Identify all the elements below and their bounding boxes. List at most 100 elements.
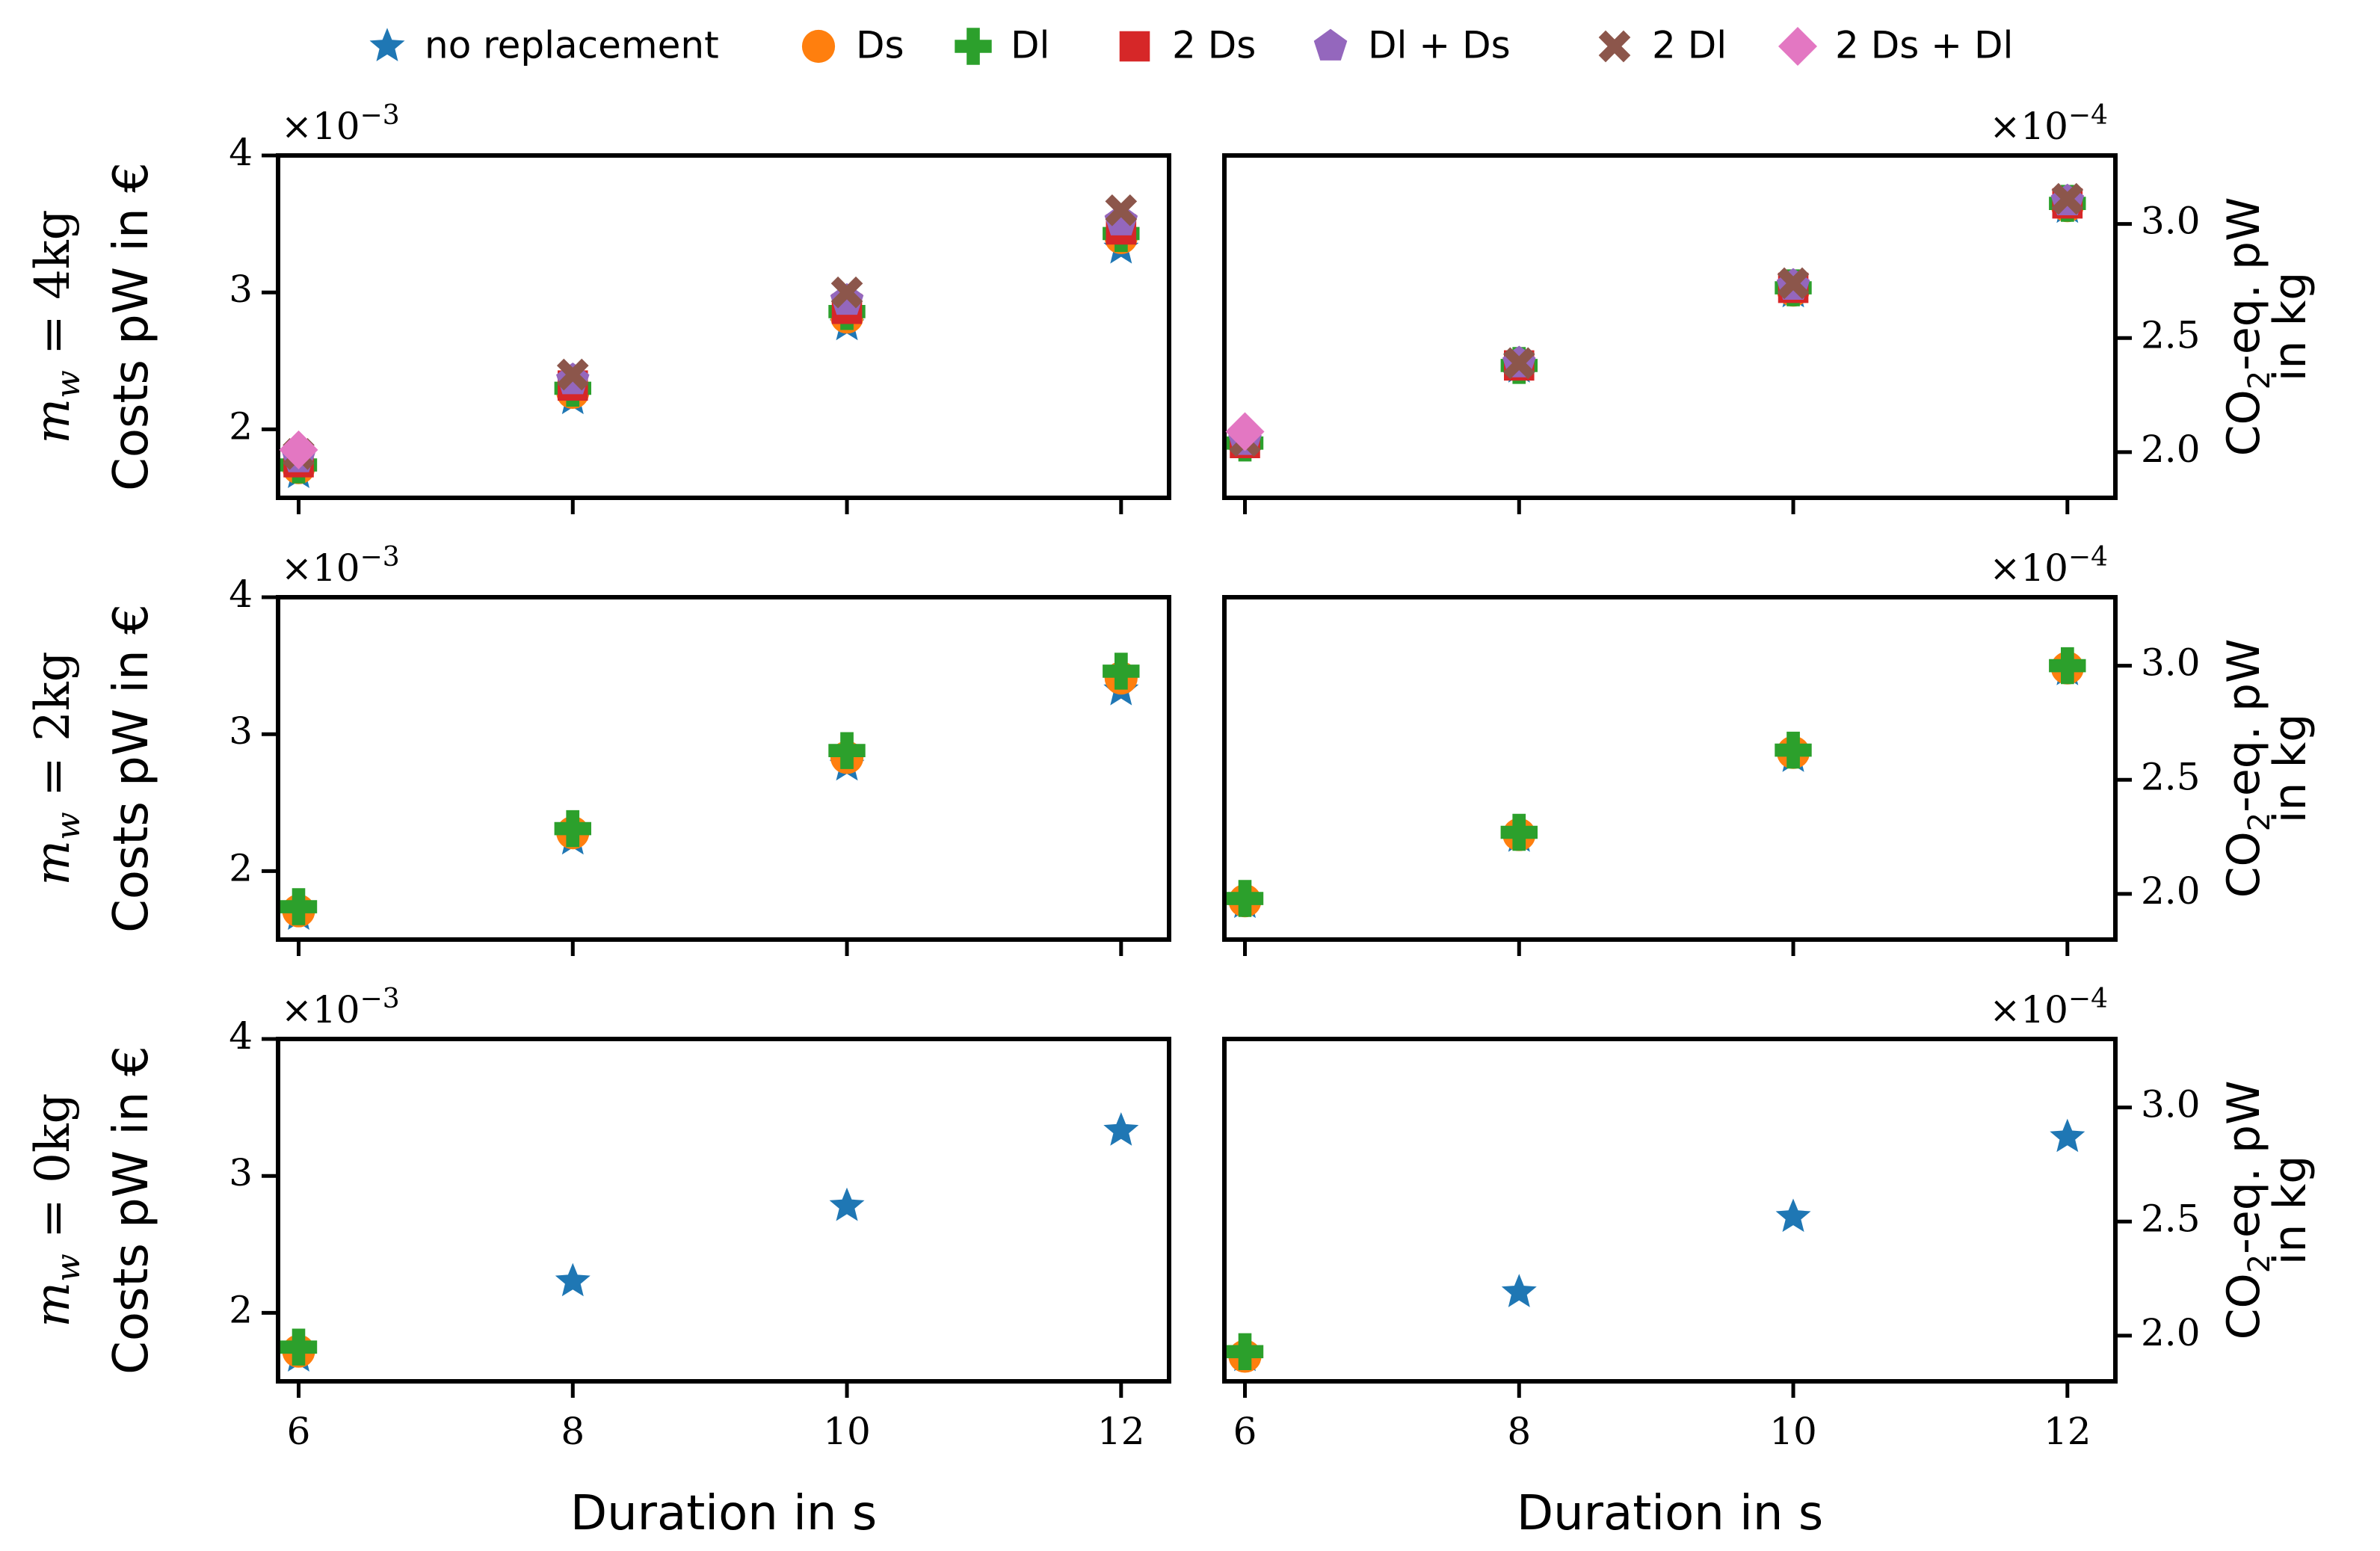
data-point-2-dl (1105, 194, 1138, 226)
legend-marker-circle (801, 29, 836, 64)
data-point-dl (1226, 880, 1264, 917)
legend-label: no replacement (425, 24, 719, 67)
legend-label: Ds (856, 24, 904, 67)
subplot-grid: 2 3 4 ×10−3 Costs pW in € 2.0 2.5 3.0 ×10−4 CO2-e… (104, 100, 2316, 1541)
data-point-no-replacement (829, 1187, 865, 1221)
y-tick-label: 2 (229, 846, 253, 889)
data-point-dl (280, 1328, 318, 1366)
row-label: mw = 4kg (25, 209, 87, 443)
subplot-2-1: 2 3 4 ×10−3 Costs pW in € (104, 542, 1171, 956)
x-tick-label: 12 (2044, 1410, 2091, 1453)
y-axis-label: Costs pW in € (104, 604, 159, 933)
data-point-dl (1226, 1333, 1264, 1370)
data-point-2-ds-dl (279, 430, 318, 469)
y-axis-label: CO2-eq. pWin kg (2218, 639, 2316, 898)
legend-label: 2 Dl (1652, 24, 1727, 67)
y-tick-label: 2.5 (2141, 1197, 2201, 1240)
series-dl (280, 653, 1140, 925)
data-point-2-dl (2051, 182, 2084, 215)
y-tick-label: 2.5 (2141, 313, 2201, 357)
y-tick-label: 3.0 (2141, 200, 2201, 243)
data-point-2-ds-dl (1225, 412, 1265, 451)
x-tick-label: 8 (1507, 1410, 1531, 1453)
legend-item-ds[interactable]: Ds (801, 24, 904, 67)
plot-frame (1222, 153, 2118, 500)
plot-frame (276, 595, 1171, 942)
data-point-dl (1775, 731, 1812, 769)
series-dl (280, 1328, 318, 1366)
data-point-no-replacement (1103, 1112, 1139, 1146)
y-tick-label: 2 (229, 404, 253, 448)
data-point-no-replacement (555, 1262, 591, 1297)
data-point-no-replacement (1775, 1198, 1811, 1233)
y-tick-label: 3.0 (2141, 641, 2201, 685)
legend-item-dlds[interactable]: Dl + Ds (1313, 24, 1511, 67)
axis-offset-label: ×10−4 (1989, 984, 2108, 1032)
legend-item-2dsdl[interactable]: 2 Ds + Dl (1778, 24, 2013, 67)
axis-offset-label: ×10−3 (281, 542, 400, 590)
plot-frame (276, 1037, 1171, 1384)
y-axis-label: Costs pW in € (104, 1046, 159, 1375)
axis-offset-label: ×10−4 (1989, 100, 2108, 148)
subplot-1-2: 2.0 2.5 3.0 ×10−4 CO2-eq. pWin kg (1222, 100, 2316, 514)
legend-item-2dl[interactable]: 2 Dl (1598, 24, 1727, 67)
data-point-dl (828, 732, 866, 769)
subplot-3-2: 6 8 10 12 2.0 2.5 3.0 ×10−4 CO2-eq. pWin kg Durat… (1222, 984, 2316, 1541)
series-dl (1226, 647, 2086, 917)
legend-item-none[interactable]: no replacement (369, 24, 719, 67)
y-tick-label: 2.0 (2141, 869, 2201, 913)
x-tick-label: 10 (1769, 1410, 1817, 1453)
data-point-2-dl (1502, 347, 1535, 380)
y-tick-label: 3 (229, 709, 253, 753)
y-tick-label: 4 (229, 1014, 253, 1058)
legend-marker-pentagon (1313, 28, 1348, 61)
data-point-no-replacement (2050, 1118, 2085, 1153)
legend-marker-diamond (1778, 27, 1817, 66)
data-point-2-dl (1777, 267, 1810, 300)
plot-frame (1222, 595, 2118, 942)
y-tick-label: 3 (229, 268, 253, 311)
subplot-1-1: 2 3 4 ×10−3 Costs pW in € (104, 100, 1171, 514)
series-dl (1226, 1333, 1264, 1370)
legend-label: Dl + Ds (1368, 24, 1511, 67)
legend-label: Dl (1011, 24, 1049, 67)
legend: no replacement Ds Dl 2 Ds Dl + Ds 2 Dl 2 Ds + … (369, 24, 2013, 67)
subplot-2-2: 2.0 2.5 3.0 ×10−4 CO2-eq. pWin kg (1222, 542, 2316, 956)
row-labels: mw = 4kg mw = 2kg mw = 0kg (25, 209, 87, 1327)
legend-marker-x (1598, 30, 1631, 63)
y-tick-label: 4 (229, 131, 253, 174)
legend-label: 2 Ds (1172, 24, 1256, 67)
row-label: mw = 2kg (25, 651, 87, 885)
y-tick-label: 3.0 (2141, 1083, 2201, 1126)
legend-label: 2 Ds + Dl (1835, 24, 2013, 67)
plot-frame (1222, 1037, 2118, 1384)
axis-offset-label: ×10−3 (281, 100, 400, 148)
data-point-dl (554, 810, 591, 848)
y-axis-label: CO2-eq. pWin kg (2218, 1081, 2316, 1340)
legend-item-2ds[interactable]: 2 Ds (1119, 24, 1257, 67)
legend-marker-square (1119, 31, 1150, 62)
x-axis-label: Duration in s (570, 1486, 877, 1541)
x-tick-label: 6 (1233, 1410, 1257, 1453)
y-tick-label: 3 (229, 1151, 253, 1194)
y-tick-label: 2.0 (2141, 428, 2201, 471)
x-tick-label: 12 (1097, 1410, 1145, 1453)
data-point-no-replacement (1501, 1274, 1537, 1307)
y-tick-label: 2.5 (2141, 755, 2201, 798)
y-tick-label: 4 (229, 573, 253, 616)
x-tick-label: 10 (823, 1410, 871, 1453)
data-point-dl (2049, 647, 2086, 685)
legend-item-dl[interactable]: Dl (955, 24, 1049, 67)
data-point-dl (280, 888, 318, 925)
legend-marker-star (369, 28, 405, 61)
y-tick-label: 2 (229, 1288, 253, 1331)
x-tick-label: 6 (287, 1410, 311, 1453)
subplot-3-1: 6 8 10 12 2 3 4 ×10−3 Costs pW in € Duration in s (104, 984, 1171, 1541)
series-2-ds-dl (279, 430, 318, 469)
axis-offset-label: ×10−3 (281, 984, 400, 1032)
legend-marker-plus (955, 28, 992, 65)
data-point-dl (1103, 653, 1140, 690)
plot-frame (276, 153, 1171, 500)
data-point-2-dl (830, 276, 863, 309)
